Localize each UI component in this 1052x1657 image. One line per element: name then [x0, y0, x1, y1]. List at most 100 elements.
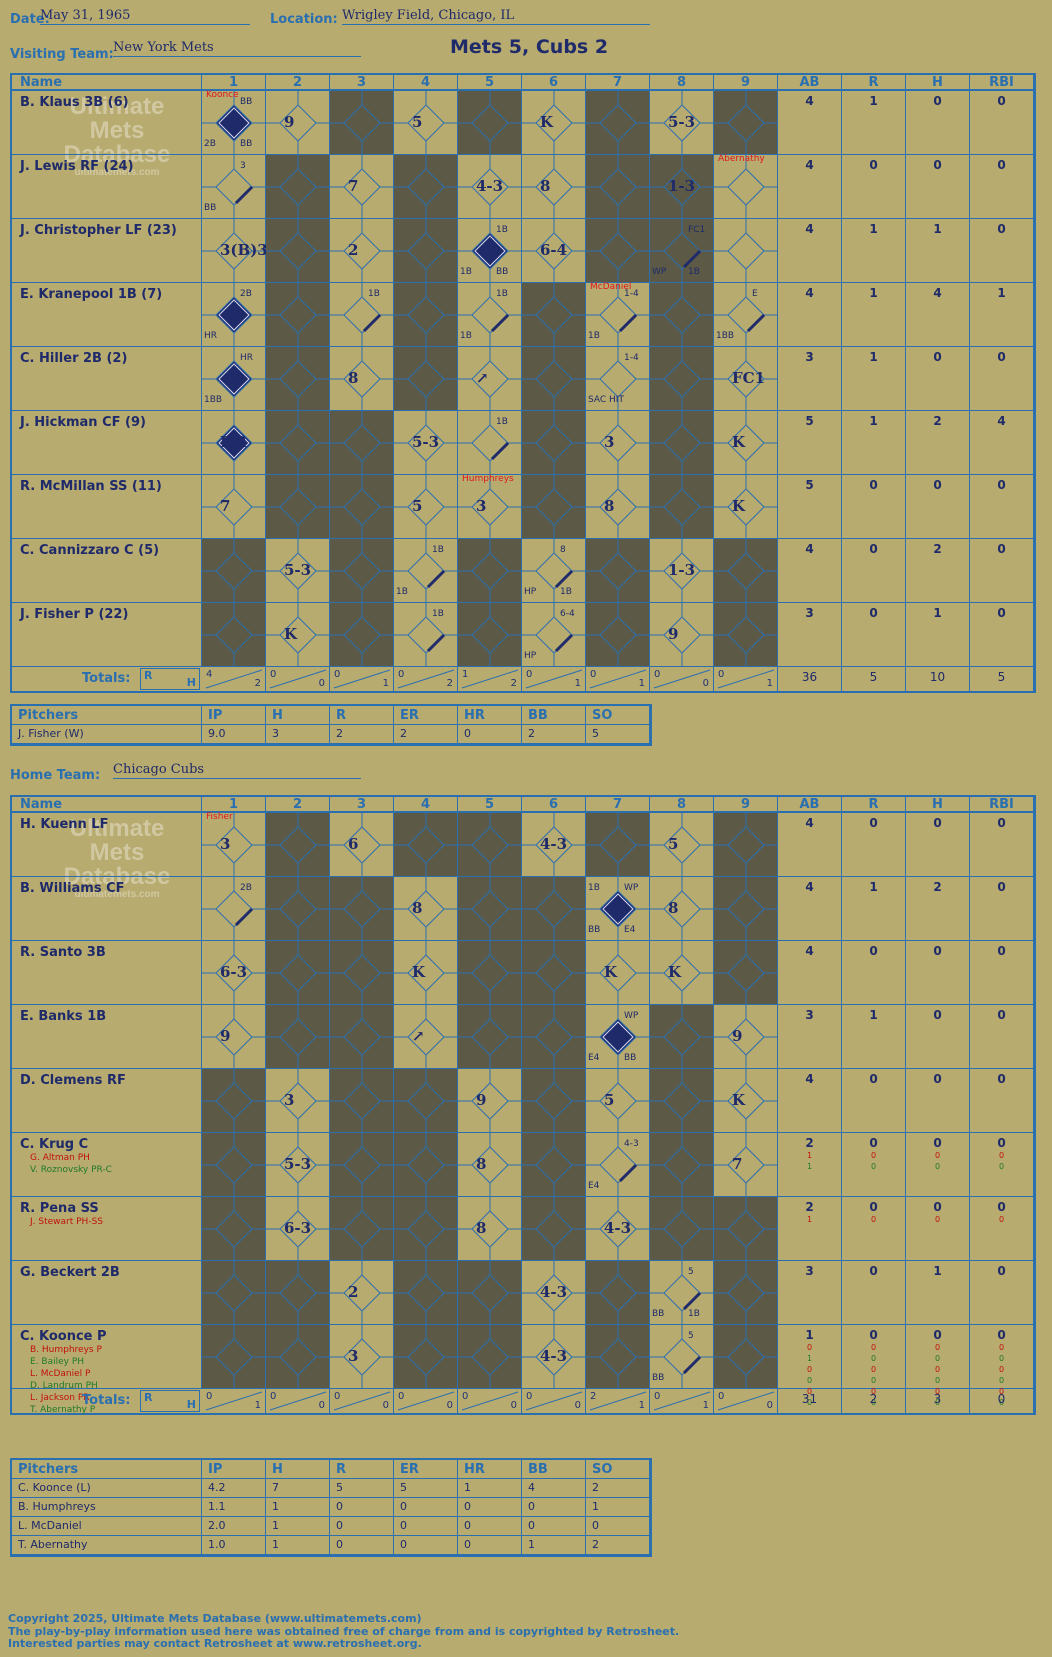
stat-rbi: 0	[970, 941, 1034, 1005]
inning-cell: 5	[394, 475, 458, 539]
inning-cell: K	[394, 941, 458, 1005]
player-name-cell: C. Cannizzaro C (5)	[12, 539, 202, 603]
play-result: K	[732, 497, 746, 515]
stat-rbi: 0	[970, 155, 1034, 219]
play-annotation: 1B	[688, 267, 700, 277]
stat-ab: 3	[778, 347, 842, 411]
stat-value: 5	[805, 414, 814, 428]
pitcher-stat: 0	[330, 1498, 394, 1517]
play-annotation: 1B	[460, 331, 472, 341]
diamond-icon	[650, 219, 714, 283]
stat-rbi: 0	[970, 1005, 1034, 1069]
play-result: 5	[412, 497, 423, 515]
stat-h: 1	[906, 1261, 970, 1325]
stat-value: 4	[805, 158, 814, 172]
play-result: 6-3	[284, 1219, 312, 1237]
sub-stat-value: 1	[806, 1162, 813, 1171]
stat-value: 1	[997, 286, 1006, 300]
slash-icon	[525, 669, 583, 689]
stat-value: 3	[805, 350, 814, 364]
stat-ab: 3	[778, 1005, 842, 1069]
stat-value: 3	[805, 1264, 814, 1278]
stat-value: 1	[805, 1328, 814, 1342]
stat-value: 0	[997, 816, 1006, 830]
sub-stat-value: 0	[998, 1387, 1005, 1396]
inning-cell	[458, 539, 522, 603]
player-name: E. Kranepool 1B (7)	[20, 287, 163, 302]
diamond-icon	[330, 539, 394, 603]
stat-value: 0	[869, 478, 878, 492]
player-name-cell: J. Christopher LF (23)	[12, 219, 202, 283]
play-result: 7	[220, 497, 231, 515]
sub-stat-value: 0	[870, 1343, 877, 1352]
inning-cell: 8	[330, 347, 394, 411]
inning-cell	[394, 1325, 458, 1389]
diamond-icon	[586, 219, 650, 283]
diamond-icon	[458, 219, 522, 283]
diamond-icon	[330, 411, 394, 475]
inning-header: 3	[330, 75, 394, 91]
diamond-icon	[714, 539, 778, 603]
play-annotation: 4-3	[624, 1139, 639, 1149]
play-annotation: FC1	[688, 225, 706, 235]
stat-value: 0	[997, 880, 1006, 894]
diamond-icon	[650, 347, 714, 411]
diamond-icon	[650, 475, 714, 539]
inning-cell	[202, 1261, 266, 1325]
diamond-icon	[202, 1261, 266, 1325]
inning-cell: 5	[586, 1069, 650, 1133]
inning-cell	[266, 283, 330, 347]
inning-cell: 5-3	[394, 411, 458, 475]
diamond-icon	[458, 877, 522, 941]
play-result: K	[668, 963, 682, 981]
pitcher-name: J. Fisher (W)	[12, 725, 202, 744]
play-result: 8	[476, 1219, 487, 1237]
play-annotation: 1B	[588, 883, 600, 893]
pitcher-name: C. Koonce (L)	[12, 1479, 202, 1498]
visiting-team-label: Visiting Team:	[10, 47, 114, 62]
inning-cell: 8	[522, 155, 586, 219]
pitcher-stat: 1	[586, 1498, 650, 1517]
stat-ab: 4	[778, 539, 842, 603]
diamond-icon	[714, 813, 778, 877]
diamond-icon	[522, 1261, 586, 1325]
inning-cell: 1-3	[650, 155, 714, 219]
pitcher-stat: 2	[522, 725, 586, 744]
sub-stat-value: 0	[870, 1354, 877, 1363]
player-name-cell: R. Pena SS J. Stewart PH-SS	[12, 1197, 202, 1261]
player-name-cell: E. Banks 1B	[12, 1005, 202, 1069]
diamond-icon	[202, 1069, 266, 1133]
stat-value: 0	[933, 1328, 942, 1342]
diamond-icon	[522, 539, 586, 603]
inning-cell	[266, 877, 330, 941]
stat-r: 1	[842, 347, 906, 411]
stat-value: 0	[933, 94, 942, 108]
pitcher-stat: 1.0	[202, 1536, 266, 1555]
stat-value: 0	[869, 1136, 878, 1150]
diamond-icon	[202, 1133, 266, 1197]
diamond-icon	[394, 155, 458, 219]
diamond-icon	[202, 155, 266, 219]
inning-cell: 4-3	[522, 813, 586, 877]
inning-cell: 3	[266, 1069, 330, 1133]
stat-h: 1	[906, 219, 970, 283]
inning-cell: K	[714, 1069, 778, 1133]
diamond-icon	[586, 941, 650, 1005]
stat-header-h: H	[906, 797, 970, 813]
diamond-icon	[266, 1325, 330, 1389]
inning-cell: 4-3	[458, 155, 522, 219]
stat-value: 3	[805, 1008, 814, 1022]
stat-value: 0	[997, 1200, 1006, 1214]
inning-cell: K	[266, 603, 330, 667]
pitcher-stat: 1	[522, 1536, 586, 1555]
stat-r: 1	[842, 91, 906, 155]
inning-cell: E 1BB	[714, 283, 778, 347]
totals-label: Totals:	[82, 1393, 131, 1408]
stat-value: 0	[997, 1136, 1006, 1150]
play-annotation: 1B	[368, 289, 380, 299]
stat-rbi: 0	[970, 1069, 1034, 1133]
pitching-change-note: Abernathy	[718, 154, 765, 164]
